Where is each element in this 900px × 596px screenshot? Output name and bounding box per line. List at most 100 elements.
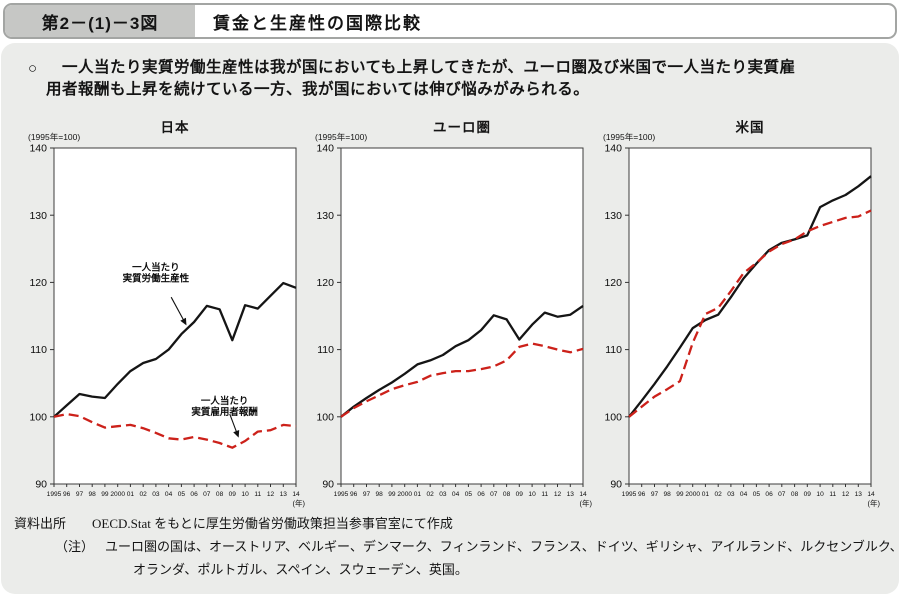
svg-text:130: 130 — [604, 210, 622, 222]
svg-text:100: 100 — [604, 411, 622, 423]
svg-text:140: 140 — [29, 143, 47, 155]
figure-header-strip: 第2－(1)－3図 賃金と生産性の国際比較 — [3, 3, 897, 39]
svg-text:120: 120 — [604, 277, 622, 289]
svg-text:2000: 2000 — [397, 491, 412, 498]
svg-text:09: 09 — [516, 491, 524, 498]
svg-text:2000: 2000 — [685, 491, 700, 498]
svg-text:(年): (年) — [293, 498, 306, 508]
index-note-japan: (1995年=100) — [28, 132, 81, 142]
figure-number-tab: 第2－(1)－3図 — [5, 5, 195, 37]
svg-text:02: 02 — [140, 491, 148, 498]
svg-text:97: 97 — [651, 491, 659, 498]
svg-text:03: 03 — [727, 491, 735, 498]
svg-text:11: 11 — [254, 491, 261, 498]
source-text: OECD.Stat をもとに厚生労働省労働政策担当参事官室にて作成 — [92, 516, 453, 531]
figure-number-label: 第2－(1)－3図 — [41, 13, 159, 33]
svg-text:120: 120 — [316, 277, 334, 289]
svg-text:110: 110 — [30, 344, 47, 356]
svg-text:90: 90 — [610, 479, 622, 491]
svg-text:05: 05 — [178, 491, 186, 498]
svg-text:08: 08 — [216, 491, 224, 498]
svg-text:01: 01 — [414, 491, 422, 498]
svg-text:96: 96 — [350, 491, 358, 498]
lead-bullet-icon: ○ — [28, 60, 38, 77]
svg-text:90: 90 — [35, 479, 47, 491]
svg-text:99: 99 — [388, 491, 396, 498]
svg-text:2000: 2000 — [110, 491, 125, 498]
svg-text:11: 11 — [829, 491, 836, 498]
figure-title: 賃金と生産性の国際比較 — [213, 13, 422, 33]
lead-line-2: 用者報酬も上昇を続けている一方、我が国においては伸び悩みがみられる。 — [46, 81, 590, 98]
svg-text:05: 05 — [465, 491, 473, 498]
svg-text:12: 12 — [267, 491, 275, 498]
svg-text:120: 120 — [29, 277, 47, 289]
svg-text:(年): (年) — [580, 498, 593, 508]
svg-text:04: 04 — [452, 491, 460, 498]
svg-text:97: 97 — [76, 491, 84, 498]
svg-text:06: 06 — [477, 491, 485, 498]
lead-line-1: 一人当たり実質労働生産性は我が国においても上昇してきたが、ユーロ圏及び米国で一人… — [62, 59, 796, 76]
svg-text:一人当たり実質労働生産性: 一人当たり実質労働生産性 — [123, 261, 190, 284]
chart-title-japan: 日本 — [160, 120, 190, 135]
svg-text:13: 13 — [280, 491, 288, 498]
index-note-euro-area: (1995年=100) — [315, 132, 368, 142]
svg-text:06: 06 — [190, 491, 198, 498]
note-line-1: ユーロ圏の国は、オーストリア、ベルギー、デンマーク、フィンランド、フランス、ドイ… — [105, 539, 900, 554]
index-note-united-states: (1995年=100) — [603, 132, 656, 142]
svg-text:03: 03 — [152, 491, 160, 498]
svg-text:14: 14 — [292, 491, 300, 498]
chart-plot-united-states: 90 100 110 120 130 140 1995 96 97 98 99 2000 01 02 03 0… — [604, 143, 881, 508]
svg-text:09: 09 — [804, 491, 812, 498]
svg-text:01: 01 — [127, 491, 135, 498]
svg-text:05: 05 — [753, 491, 761, 498]
svg-text:100: 100 — [316, 411, 334, 423]
svg-text:07: 07 — [778, 491, 786, 498]
svg-text:96: 96 — [638, 491, 646, 498]
svg-text:97: 97 — [363, 491, 371, 498]
note-line-2: オランダ、ポルトガル、スペイン、スウェーデン、英国。 — [133, 562, 468, 577]
svg-text:02: 02 — [715, 491, 723, 498]
svg-text:12: 12 — [554, 491, 562, 498]
svg-text:09: 09 — [229, 491, 237, 498]
svg-text:06: 06 — [765, 491, 773, 498]
svg-text:12: 12 — [842, 491, 850, 498]
svg-text:14: 14 — [867, 491, 875, 498]
chart-plot-japan: 90 100 110 120 130 140 1995 96 97 98 99 2000 01 02 03 0… — [29, 143, 306, 508]
svg-text:03: 03 — [439, 491, 447, 498]
svg-text:1995: 1995 — [622, 491, 637, 498]
svg-text:130: 130 — [29, 210, 47, 222]
svg-text:(年): (年) — [868, 498, 881, 508]
svg-text:10: 10 — [816, 491, 824, 498]
svg-text:11: 11 — [541, 491, 548, 498]
chart-title-united-states: 米国 — [735, 120, 765, 135]
svg-text:1995: 1995 — [334, 491, 349, 498]
svg-text:98: 98 — [664, 491, 672, 498]
svg-text:10: 10 — [528, 491, 536, 498]
svg-text:99: 99 — [101, 491, 109, 498]
svg-text:140: 140 — [604, 143, 622, 155]
svg-text:140: 140 — [316, 143, 334, 155]
svg-text:100: 100 — [29, 411, 47, 423]
svg-text:13: 13 — [567, 491, 575, 498]
svg-text:07: 07 — [203, 491, 211, 498]
chart-japan: 日本 (1995年=100) 90 100 110 120 130 140 1995 96 97… — [18, 110, 308, 526]
svg-text:04: 04 — [740, 491, 748, 498]
note-label: （注） — [55, 539, 95, 554]
svg-text:130: 130 — [316, 210, 334, 222]
svg-text:1995: 1995 — [47, 491, 62, 498]
svg-text:98: 98 — [89, 491, 97, 498]
svg-text:110: 110 — [317, 344, 334, 356]
svg-text:110: 110 — [605, 344, 622, 356]
svg-text:98: 98 — [376, 491, 384, 498]
svg-text:99: 99 — [676, 491, 684, 498]
svg-text:14: 14 — [579, 491, 587, 498]
svg-text:90: 90 — [322, 479, 334, 491]
svg-text:13: 13 — [855, 491, 863, 498]
svg-text:07: 07 — [490, 491, 498, 498]
source-label: 資料出所 — [14, 516, 67, 531]
svg-text:一人当たり実質雇用者報酬: 一人当たり実質雇用者報酬 — [191, 395, 258, 418]
svg-text:01: 01 — [702, 491, 710, 498]
chart-euro-area: ユーロ圏 (1995年=100) 90 100 110 120 130 140 1995 96… — [305, 110, 595, 526]
chart-united-states: 米国 (1995年=100) 90 100 110 120 130 140 1995 96 97… — [593, 110, 883, 526]
chart-plot-euro-area: 90 100 110 120 130 140 1995 96 97 98 99 2000 01 02 03 0… — [316, 143, 593, 508]
